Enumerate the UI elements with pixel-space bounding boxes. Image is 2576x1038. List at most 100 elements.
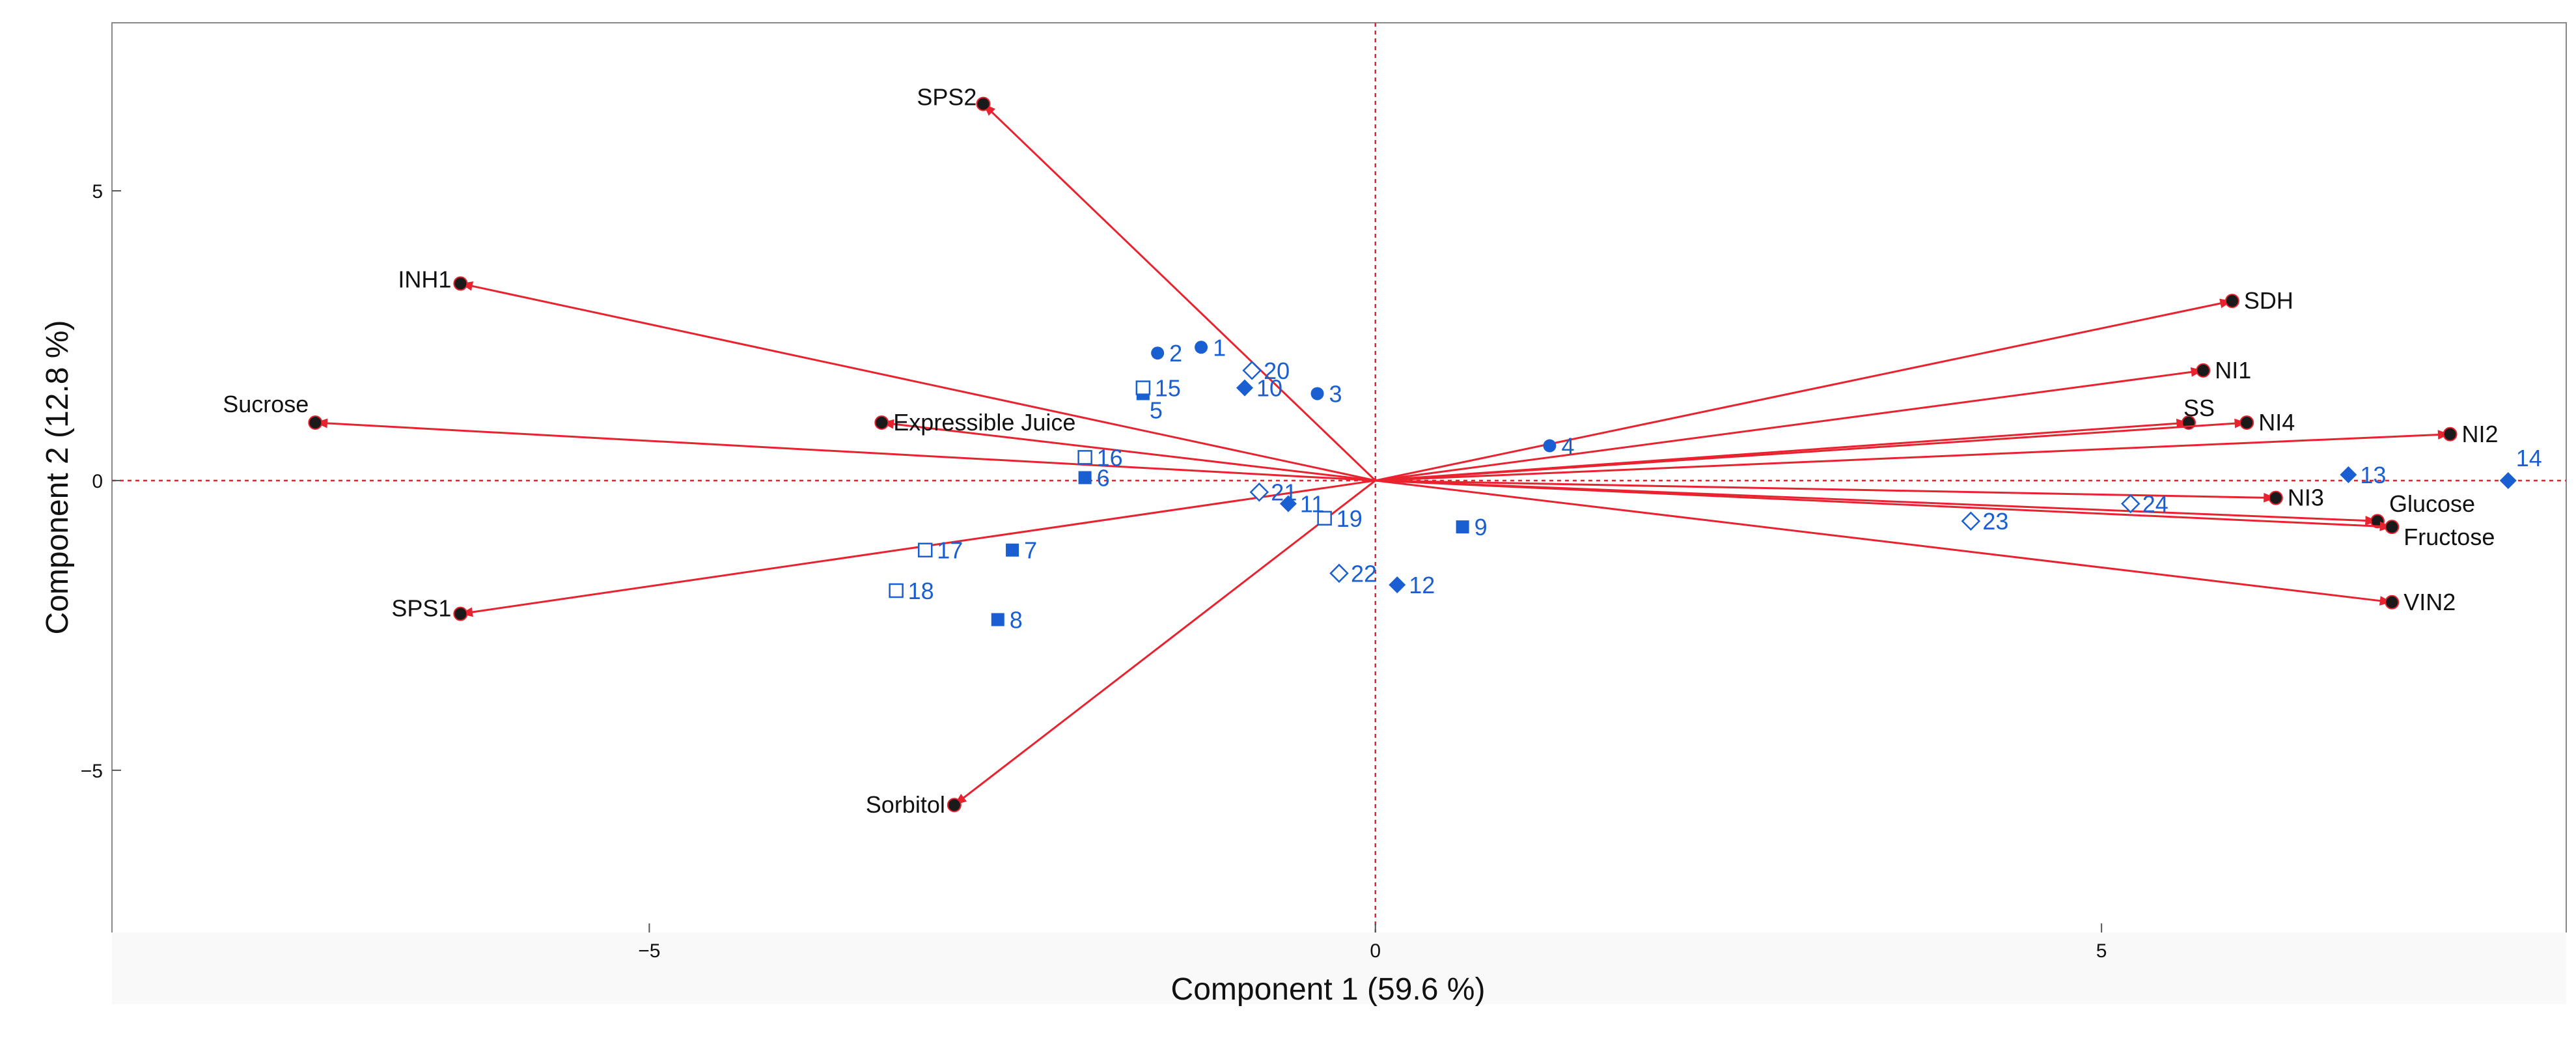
- loading-vector-sorbitol: [953, 479, 1376, 806]
- loading-label-sps2: SPS2: [917, 84, 976, 111]
- loading-point-ni3: [2268, 490, 2283, 505]
- y-axis-title: Component 2 (12.8 %): [40, 320, 75, 635]
- observation-marker-24: [2121, 494, 2140, 514]
- observation-marker-21: [1249, 482, 1269, 502]
- observation-label-18: 18: [908, 578, 934, 604]
- observation-marker-10: [1236, 379, 1253, 397]
- loading-label-ni1: NI1: [2215, 357, 2251, 384]
- observation-marker-2: [1151, 346, 1165, 360]
- loading-label-fructose: Fructose: [2403, 524, 2495, 550]
- loading-vector-expressible-juice: [881, 421, 1376, 482]
- observation-marker-11: [1279, 495, 1297, 512]
- x-tick-label: 0: [1370, 940, 1381, 962]
- x-tick-label: −5: [638, 940, 660, 962]
- loading-vector-ni1: [1375, 369, 2204, 482]
- x-axis-band: [112, 933, 2566, 1004]
- loading-vector-inh1: [460, 282, 1376, 482]
- loading-label-vin2: VIN2: [2403, 589, 2456, 615]
- observation-marker-4: [1543, 439, 1557, 453]
- y-tick-label: −5: [81, 761, 103, 782]
- observation-marker-1: [1195, 341, 1208, 354]
- loading-label-ni2: NI2: [2462, 421, 2499, 447]
- observation-marker-7: [1006, 543, 1019, 557]
- loading-point-sorbitol: [947, 798, 962, 813]
- reference-lines: [112, 23, 2566, 933]
- observation-label-20: 20: [1264, 358, 1290, 384]
- loading-vector-sucrose: [315, 421, 1376, 482]
- observation-marker-3: [1310, 387, 1324, 400]
- plot-frame: [111, 22, 2567, 933]
- observation-marker-19: [1317, 511, 1332, 526]
- loading-point-inh1: [453, 276, 468, 291]
- loading-point-sdh: [2224, 294, 2239, 309]
- loading-point-vin2: [2385, 595, 2400, 610]
- observation-label-14: 14: [2516, 445, 2542, 471]
- loading-vector-vin2: [1375, 479, 2392, 604]
- observation-label-24: 24: [2142, 491, 2168, 518]
- observation-marker-6: [1078, 471, 1092, 484]
- loading-point-ni4: [2239, 415, 2254, 430]
- loading-vector-ni4: [1375, 421, 2247, 482]
- y-tick-label: 5: [92, 181, 103, 203]
- loading-label-ss: SS: [2183, 395, 2215, 421]
- observation-label-5: 5: [1150, 397, 1163, 423]
- observation-marker-20: [1242, 361, 1262, 380]
- y-tick-label: 0: [92, 471, 103, 492]
- observation-label-9: 9: [1475, 514, 1488, 540]
- loading-point-sucrose: [308, 415, 323, 430]
- loading-label-glucose: Glucose: [2389, 490, 2475, 517]
- observation-label-4: 4: [1561, 433, 1574, 460]
- observation-label-1: 1: [1213, 334, 1226, 361]
- loading-point-sps2: [976, 96, 991, 111]
- observation-marker-16: [1077, 450, 1092, 465]
- observation-marker-14: [2499, 471, 2517, 489]
- loading-point-ni2: [2443, 427, 2458, 442]
- observation-marker-15: [1135, 380, 1151, 395]
- loading-point-ni1: [2196, 363, 2211, 378]
- loading-point-expressible-juice: [874, 415, 889, 430]
- observation-marker-17: [917, 542, 933, 557]
- loading-point-fructose: [2385, 520, 2400, 535]
- observation-label-6: 6: [1097, 465, 1110, 492]
- observation-label-15: 15: [1155, 375, 1181, 402]
- loading-label-sorbitol: Sorbitol: [866, 791, 945, 818]
- observation-label-22: 22: [1351, 560, 1377, 587]
- loading-vector-ni3: [1375, 479, 2276, 499]
- observation-label-16: 16: [1097, 444, 1123, 471]
- observation-label-12: 12: [1409, 572, 1435, 598]
- loading-label-sps1: SPS1: [391, 595, 451, 622]
- observation-marker-8: [991, 613, 1004, 626]
- observation-marker-18: [889, 583, 904, 598]
- loading-vector-fructose: [1375, 479, 2392, 528]
- loading-label-sucrose: Sucrose: [223, 391, 309, 417]
- loading-vector-sdh: [1375, 300, 2233, 482]
- x-tick-label: 5: [2096, 940, 2107, 962]
- loading-label-ni3: NI3: [2288, 484, 2324, 511]
- loading-label-ni4: NI4: [2258, 409, 2295, 436]
- observation-label-17: 17: [937, 537, 963, 564]
- observation-label-7: 7: [1024, 537, 1037, 564]
- plot-border: [111, 22, 2567, 933]
- observation-marker-23: [1961, 511, 1981, 531]
- observation-marker-13: [2340, 466, 2357, 484]
- loading-vectors: SPS2 INH1 Sucrose Expressible Juice SPS1 Sorb…: [223, 84, 2498, 819]
- observation-label-3: 3: [1329, 380, 1342, 407]
- loading-label-sdh: SDH: [2244, 287, 2293, 314]
- axis-ticks: −5 0 5 −5 0 5: [81, 181, 2107, 962]
- observation-label-2: 2: [1169, 340, 1182, 367]
- observation-label-19: 19: [1336, 505, 1363, 532]
- observation-marker-12: [1389, 576, 1406, 594]
- observation-label-23: 23: [1982, 508, 2008, 535]
- observation-label-13: 13: [2360, 462, 2386, 488]
- loading-vector-sps2: [982, 103, 1376, 482]
- observation-marker-22: [1329, 563, 1349, 583]
- observation-label-10: 10: [1256, 375, 1282, 402]
- loading-point-sps1: [453, 606, 468, 621]
- observation-label-21: 21: [1271, 479, 1297, 506]
- loading-label-expressible-juice: Expressible Juice: [893, 409, 1075, 436]
- loading-vector-ni2: [1375, 433, 2450, 482]
